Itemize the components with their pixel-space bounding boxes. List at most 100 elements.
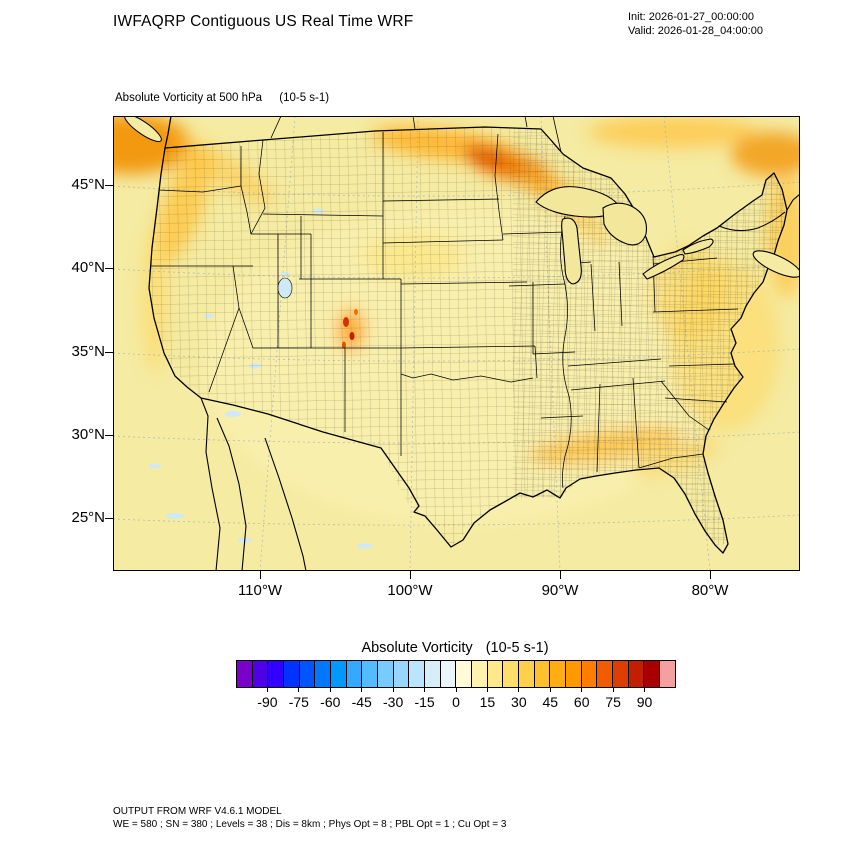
lat-tick — [105, 435, 113, 436]
lat-label-40n: 40°N — [71, 259, 105, 276]
colorbar-tick-label: -45 — [351, 694, 372, 710]
colorbar-cell — [314, 661, 331, 687]
colorbar — [236, 660, 676, 688]
colorbar-cell — [439, 661, 456, 687]
lat-label-25n: 25°N — [71, 509, 105, 526]
lat-tick — [105, 518, 113, 519]
lat-tick — [105, 185, 113, 186]
colorbar-tick — [455, 687, 457, 692]
plot-subtitle-units: (10-5 s-1) — [279, 92, 330, 104]
colorbar-cell — [502, 661, 519, 687]
colorbar-tick — [518, 687, 520, 692]
colorbar-tick — [298, 687, 300, 692]
mexico-coastlines — [200, 397, 307, 571]
colorbar-tick — [612, 687, 614, 692]
colorbar-cell — [627, 661, 644, 687]
colorbar-cell — [580, 661, 597, 687]
lat-tick — [105, 352, 113, 353]
colorbar-cell — [283, 661, 299, 687]
province-borders — [270, 116, 562, 153]
great-salt-lake — [277, 277, 293, 299]
atlantic-canada-coastlines — [718, 193, 800, 232]
colorbar-tick — [549, 687, 551, 692]
colorbar-cell — [267, 661, 284, 687]
colorbar-cell — [486, 661, 503, 687]
colorbar-cell — [549, 661, 566, 687]
lon-label-90w: 90°W — [541, 582, 579, 599]
colorbar-title-text: Absolute Vorticity — [361, 640, 473, 656]
page-title: IWFAQRP Contiguous US Real Time WRF — [113, 13, 414, 30]
footer: OUTPUT FROM WRF V4.6.1 MODEL WE = 580 ; … — [113, 806, 506, 831]
colorbar-cell — [237, 661, 252, 687]
nova-scotia — [752, 250, 800, 278]
colorbar-tick — [266, 687, 268, 692]
colorbar-cell — [533, 661, 550, 687]
colorbar-cell — [612, 661, 628, 687]
valid-time: Valid: 2026-01-28_04:00:00 — [628, 25, 763, 37]
lon-label-110w: 110°W — [237, 582, 283, 599]
colorbar-title-units: (10-5 s-1) — [485, 640, 549, 656]
colorbar-cell — [377, 661, 393, 687]
lon-tick — [560, 571, 561, 579]
colorbar-title: Absolute Vorticity (10-5 s-1) — [255, 640, 655, 656]
init-time: Init: 2026-01-27_00:00:00 — [628, 11, 754, 23]
colorbar-tick — [581, 687, 583, 692]
colorbar-cell — [361, 661, 378, 687]
colorbar-cell — [518, 661, 534, 687]
lon-tick — [260, 571, 261, 579]
map-frame — [113, 116, 800, 571]
lat-label-30n: 30°N — [71, 426, 105, 443]
plot-subtitle: Absolute Vorticity at 500 hPa (10-5 s-1) — [115, 92, 329, 104]
colorbar-tick-labels: -90 -75 -60 -45 -30 -15 0 15 30 45 60 75 90 — [236, 687, 676, 717]
colorbar-tick — [361, 687, 363, 692]
map-border — [113, 116, 800, 571]
colorbar-cell — [471, 661, 487, 687]
colorbar-tick-label: -15 — [414, 694, 435, 710]
vancouver-island — [124, 116, 162, 143]
colorbar-cell — [643, 661, 660, 687]
lat-label-35n: 35°N — [71, 343, 105, 360]
colorbar-tick — [329, 687, 331, 692]
colorbar-tick-label: 0 — [452, 694, 460, 710]
run-info: Init: 2026-01-27_00:00:00 Valid: 2026-01… — [628, 10, 763, 38]
colorbar-tick-label: 60 — [573, 694, 590, 710]
colorbar-tick — [392, 687, 394, 692]
lon-tick — [710, 571, 711, 579]
state-borders — [151, 132, 739, 489]
lon-tick — [410, 571, 411, 579]
colorbar-cell — [565, 661, 581, 687]
colorbar-tick-label: 45 — [542, 694, 559, 710]
colorbar-tick-label: 75 — [605, 694, 621, 710]
colorbar-tick-label: -30 — [383, 694, 404, 710]
footer-config-line: WE = 580 ; SN = 380 ; Levels = 38 ; Dis … — [113, 818, 507, 830]
plot-subtitle-text: Absolute Vorticity at 500 hPa — [115, 92, 263, 104]
colorbar-cell — [408, 661, 425, 687]
colorbar-tick-label: 30 — [511, 694, 527, 710]
colorbar-tick-label: 15 — [479, 694, 496, 710]
footer-model-line: OUTPUT FROM WRF V4.6.1 MODEL — [113, 806, 282, 817]
colorbar-tick — [486, 687, 488, 692]
colorbar-cell — [251, 661, 268, 687]
colorbar-tick — [424, 687, 426, 692]
colorbar-tick-label: -75 — [288, 694, 309, 710]
colorbar-tick-label: -90 — [257, 694, 278, 710]
colorbar-cell — [455, 661, 472, 687]
colorbar-cell — [659, 661, 675, 687]
colorbar-tick-label: 90 — [636, 694, 653, 710]
colorbar-cell — [392, 661, 409, 687]
colorbar-cell — [424, 661, 440, 687]
great-lakes — [535, 186, 714, 285]
colorbar-cell — [298, 661, 315, 687]
colorbar-cell — [596, 661, 613, 687]
us-vorticity-map — [113, 116, 800, 571]
lon-label-80w: 80°W — [691, 582, 729, 599]
colorbar-cell — [330, 661, 346, 687]
lon-label-100w: 100°W — [387, 582, 433, 599]
lat-tick — [105, 268, 113, 269]
colorbar-tick — [644, 687, 646, 692]
lat-label-45n: 45°N — [71, 176, 105, 193]
colorbar-tick-label: -60 — [320, 694, 341, 710]
colorbar-cell — [345, 661, 362, 687]
coastlines-and-national-borders — [148, 116, 788, 554]
